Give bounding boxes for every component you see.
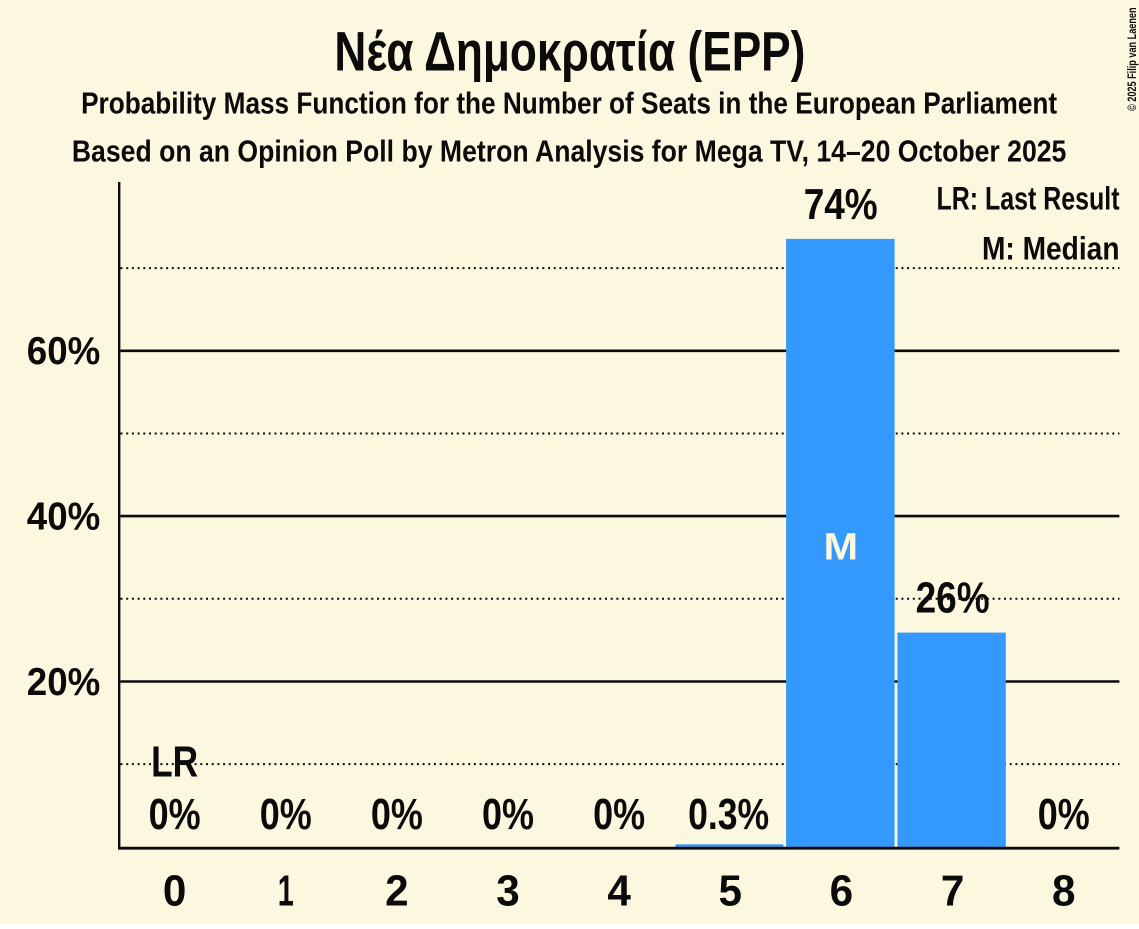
svg-text:Νέα Δημοκρατία (EPP): Νέα Δημοκρατία (EPP) [334, 19, 805, 82]
svg-text:M: Median: M: Median [982, 231, 1120, 267]
svg-text:26%: 26% [916, 575, 990, 623]
svg-text:LR: LR [151, 738, 198, 786]
svg-text:M: M [824, 527, 859, 569]
svg-text:74%: 74% [804, 181, 878, 229]
svg-text:0%: 0% [482, 791, 534, 839]
svg-text:0%: 0% [149, 791, 201, 839]
svg-text:0%: 0% [593, 791, 645, 839]
svg-text:Probability Mass Function for: Probability Mass Function for the Number… [81, 85, 1057, 120]
svg-text:1: 1 [278, 867, 294, 915]
svg-text:0.3%: 0.3% [688, 791, 769, 839]
svg-text:0%: 0% [1038, 791, 1090, 839]
svg-text:8: 8 [1052, 867, 1076, 915]
svg-text:7: 7 [941, 867, 965, 915]
svg-text:4: 4 [607, 867, 631, 915]
svg-text:3: 3 [496, 867, 520, 915]
svg-text:0%: 0% [371, 791, 423, 839]
svg-text:2: 2 [385, 867, 409, 915]
svg-text:20%: 20% [27, 661, 101, 704]
svg-text:Based on an Opinion Poll by Me: Based on an Opinion Poll by Metron Analy… [72, 133, 1067, 168]
svg-text:40%: 40% [27, 495, 101, 538]
svg-text:© 2025 Filip van Laenen: © 2025 Filip van Laenen [1127, 7, 1139, 111]
svg-text:60%: 60% [27, 330, 101, 373]
svg-text:0: 0 [163, 867, 187, 915]
svg-text:LR: Last Result: LR: Last Result [937, 180, 1120, 216]
svg-text:6: 6 [830, 867, 854, 915]
svg-text:5: 5 [719, 867, 743, 915]
svg-text:0%: 0% [260, 791, 312, 839]
